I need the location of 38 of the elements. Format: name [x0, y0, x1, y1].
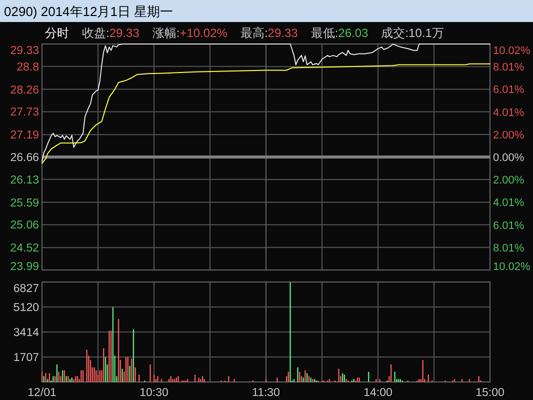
y2-tick-label: 4.01% — [493, 197, 524, 210]
y-tick-label: 28.26 — [10, 84, 39, 96]
y-tick-label: 27.19 — [10, 130, 39, 142]
y2-tick-label: 4.01% — [493, 106, 524, 119]
y2-tick-label: 6.01% — [493, 220, 524, 232]
chart-subtitle: 分时 — [45, 26, 69, 40]
y-tick-label: 27.73 — [10, 106, 39, 119]
x-tick-label: 11:30 — [252, 387, 280, 399]
y-tick-label: 24.52 — [10, 242, 39, 255]
y-tick-label: 23.99 — [10, 261, 39, 273]
y2-tick-label: 8.01% — [493, 242, 524, 254]
x-tick-label: 12/01 — [28, 387, 56, 399]
y-tick-label: 26.13 — [10, 174, 39, 186]
y-tick-label: 25.06 — [10, 220, 39, 232]
y2-tick-label: 2.00% — [493, 129, 524, 142]
text: 成交:10.1万 — [381, 26, 444, 40]
x-tick-label: 14:00 — [364, 387, 392, 399]
y-tick-label: 26.66 — [10, 152, 39, 164]
y-tick-label: 5120 — [13, 302, 39, 314]
chart-title: 0290) 2014年12月1日 星期一 — [4, 4, 174, 19]
text: 收盘:29.33 — [82, 26, 140, 40]
y2-tick-label: 6.01% — [493, 84, 524, 96]
text: 涨幅:+10.02% — [152, 26, 228, 40]
y2-tick-label: 2.00% — [493, 174, 524, 187]
y2-tick-label: 10.02% — [493, 261, 531, 273]
y2-tick-label: 0.00% — [493, 152, 524, 164]
y-tick-label: 6827 — [13, 283, 39, 295]
y2-tick-label: 10.02% — [493, 45, 531, 57]
y-tick-label: 3414 — [13, 326, 40, 339]
text: 最高:29.33 — [240, 26, 298, 40]
text: 最低:26.03 — [310, 26, 369, 40]
y-tick-label: 28.8 — [16, 61, 39, 74]
y-tick-label: 25.59 — [10, 197, 39, 210]
x-tick-label: 10:30 — [140, 387, 168, 399]
y-tick-label: 29.33 — [10, 45, 39, 57]
y-tick-label: 1707 — [13, 352, 39, 364]
x-tick-label: 15:00 — [476, 387, 504, 399]
y2-tick-label: 8.01% — [493, 62, 524, 74]
